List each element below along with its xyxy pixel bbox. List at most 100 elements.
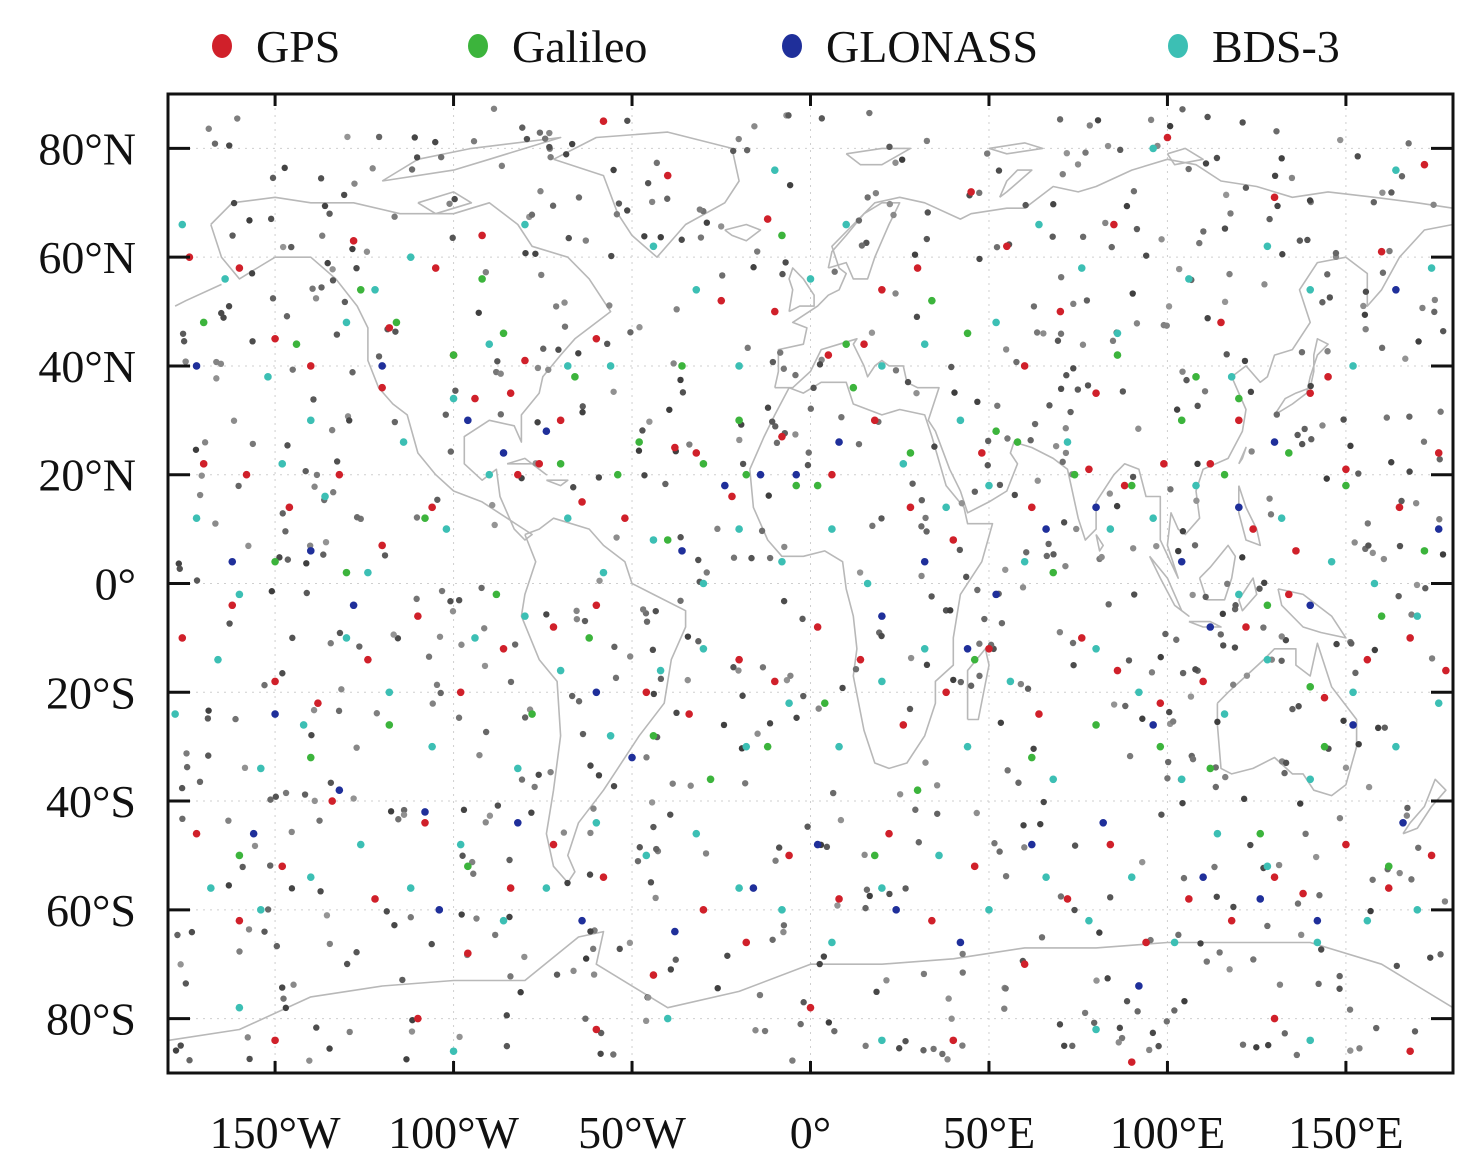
background-station-dot [1371,646,1379,654]
background-station-dot [330,489,337,496]
background-station-dot [392,328,399,335]
data-point [435,906,444,914]
data-point [356,840,365,849]
background-station-dot [1142,252,1150,259]
background-station-dot [754,730,761,737]
data-point [378,541,386,550]
background-station-dot [624,207,631,214]
background-station-dot [653,159,661,167]
background-station-dot [878,515,885,522]
data-point [1177,416,1186,425]
background-station-dot [353,949,360,956]
background-station-dot [1247,388,1255,396]
background-station-dot [346,417,353,424]
background-station-dot [494,358,501,365]
background-station-dot [196,491,204,499]
background-station-dot [815,705,822,712]
background-station-dot [1158,811,1165,818]
background-station-dot [521,953,528,961]
data-point [1092,1025,1100,1034]
background-station-dot [800,999,807,1006]
background-station-dot [766,554,774,562]
background-station-dot [1069,1042,1076,1050]
data-point [935,851,943,860]
background-station-dot [1125,657,1133,664]
background-station-dot [447,448,455,455]
background-station-dot [634,857,642,865]
data-point [1256,829,1265,838]
background-station-dot [765,492,772,499]
background-station-dot [1037,820,1044,828]
coastline [506,457,548,476]
background-station-dot [1241,357,1249,365]
data-point [406,884,415,892]
data-point [235,590,244,599]
data-point [1113,666,1122,675]
data-point [399,438,408,446]
background-station-dot [912,806,919,813]
data-point [478,275,486,283]
background-station-dot [543,611,550,618]
background-station-dot [225,882,233,889]
background-station-dot [1180,874,1188,882]
data-point [1434,449,1443,457]
data-point [1177,775,1186,784]
background-station-dot [1030,745,1037,752]
background-station-dot [560,829,568,836]
background-station-dot [775,844,783,851]
background-station-dot [939,1050,946,1058]
data-point [621,514,629,523]
background-station-dot [1333,640,1340,648]
data-point [1306,389,1315,397]
background-station-dot [923,235,931,243]
background-station-dot [823,843,831,851]
background-station-dot [1388,459,1395,466]
data-point [257,906,265,914]
background-station-dot [1024,685,1032,692]
background-station-dot [1049,233,1056,240]
background-station-dot [1179,799,1186,807]
legend-marker [1168,34,1188,58]
data-point [499,329,508,338]
background-station-dot [351,180,358,187]
background-station-dot [1298,931,1305,939]
background-station-dot [570,484,577,491]
background-station-dot [868,329,876,336]
background-station-dot [1107,894,1114,901]
data-point [1106,840,1115,849]
background-station-dot [883,977,890,984]
data-point [471,634,479,642]
x-tick-label: 0° [790,1107,831,1158]
data-point [599,873,608,881]
background-station-dot [326,1045,333,1052]
background-station-dot [800,692,807,700]
data-point [464,416,472,425]
data-point [278,460,287,468]
background-station-dot [1361,311,1369,318]
background-station-dot [948,1015,955,1022]
background-station-dot [225,303,233,310]
background-station-dot [652,894,659,902]
background-station-dot [1070,365,1077,372]
background-station-dot [1441,898,1449,905]
background-station-dot [312,295,320,302]
data-point [992,590,1000,599]
background-station-dot [739,460,747,468]
background-station-dot [429,700,436,707]
background-station-dot [923,137,931,145]
background-station-dot [1243,672,1251,679]
data-point [849,383,858,392]
data-point [235,1003,244,1012]
data-point [335,470,344,479]
background-station-dot [538,271,545,279]
background-station-dot [1200,228,1207,235]
background-station-dot [1201,388,1209,395]
background-station-dot [1295,703,1302,710]
background-station-dot [837,816,845,824]
background-station-dot [279,670,286,677]
background-station-dot [1324,348,1331,355]
background-station-dot [456,1033,463,1041]
series-galileo [199,231,1429,871]
data-point [920,644,929,653]
data-point [1413,612,1422,620]
